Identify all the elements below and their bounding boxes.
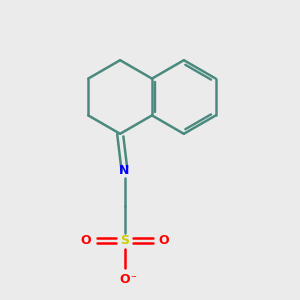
Text: ⁻: ⁻ [130,274,136,284]
Text: O: O [119,273,130,286]
Text: N: N [119,164,130,177]
Text: O: O [80,234,91,247]
Text: S: S [120,234,129,247]
Text: O: O [158,234,169,247]
